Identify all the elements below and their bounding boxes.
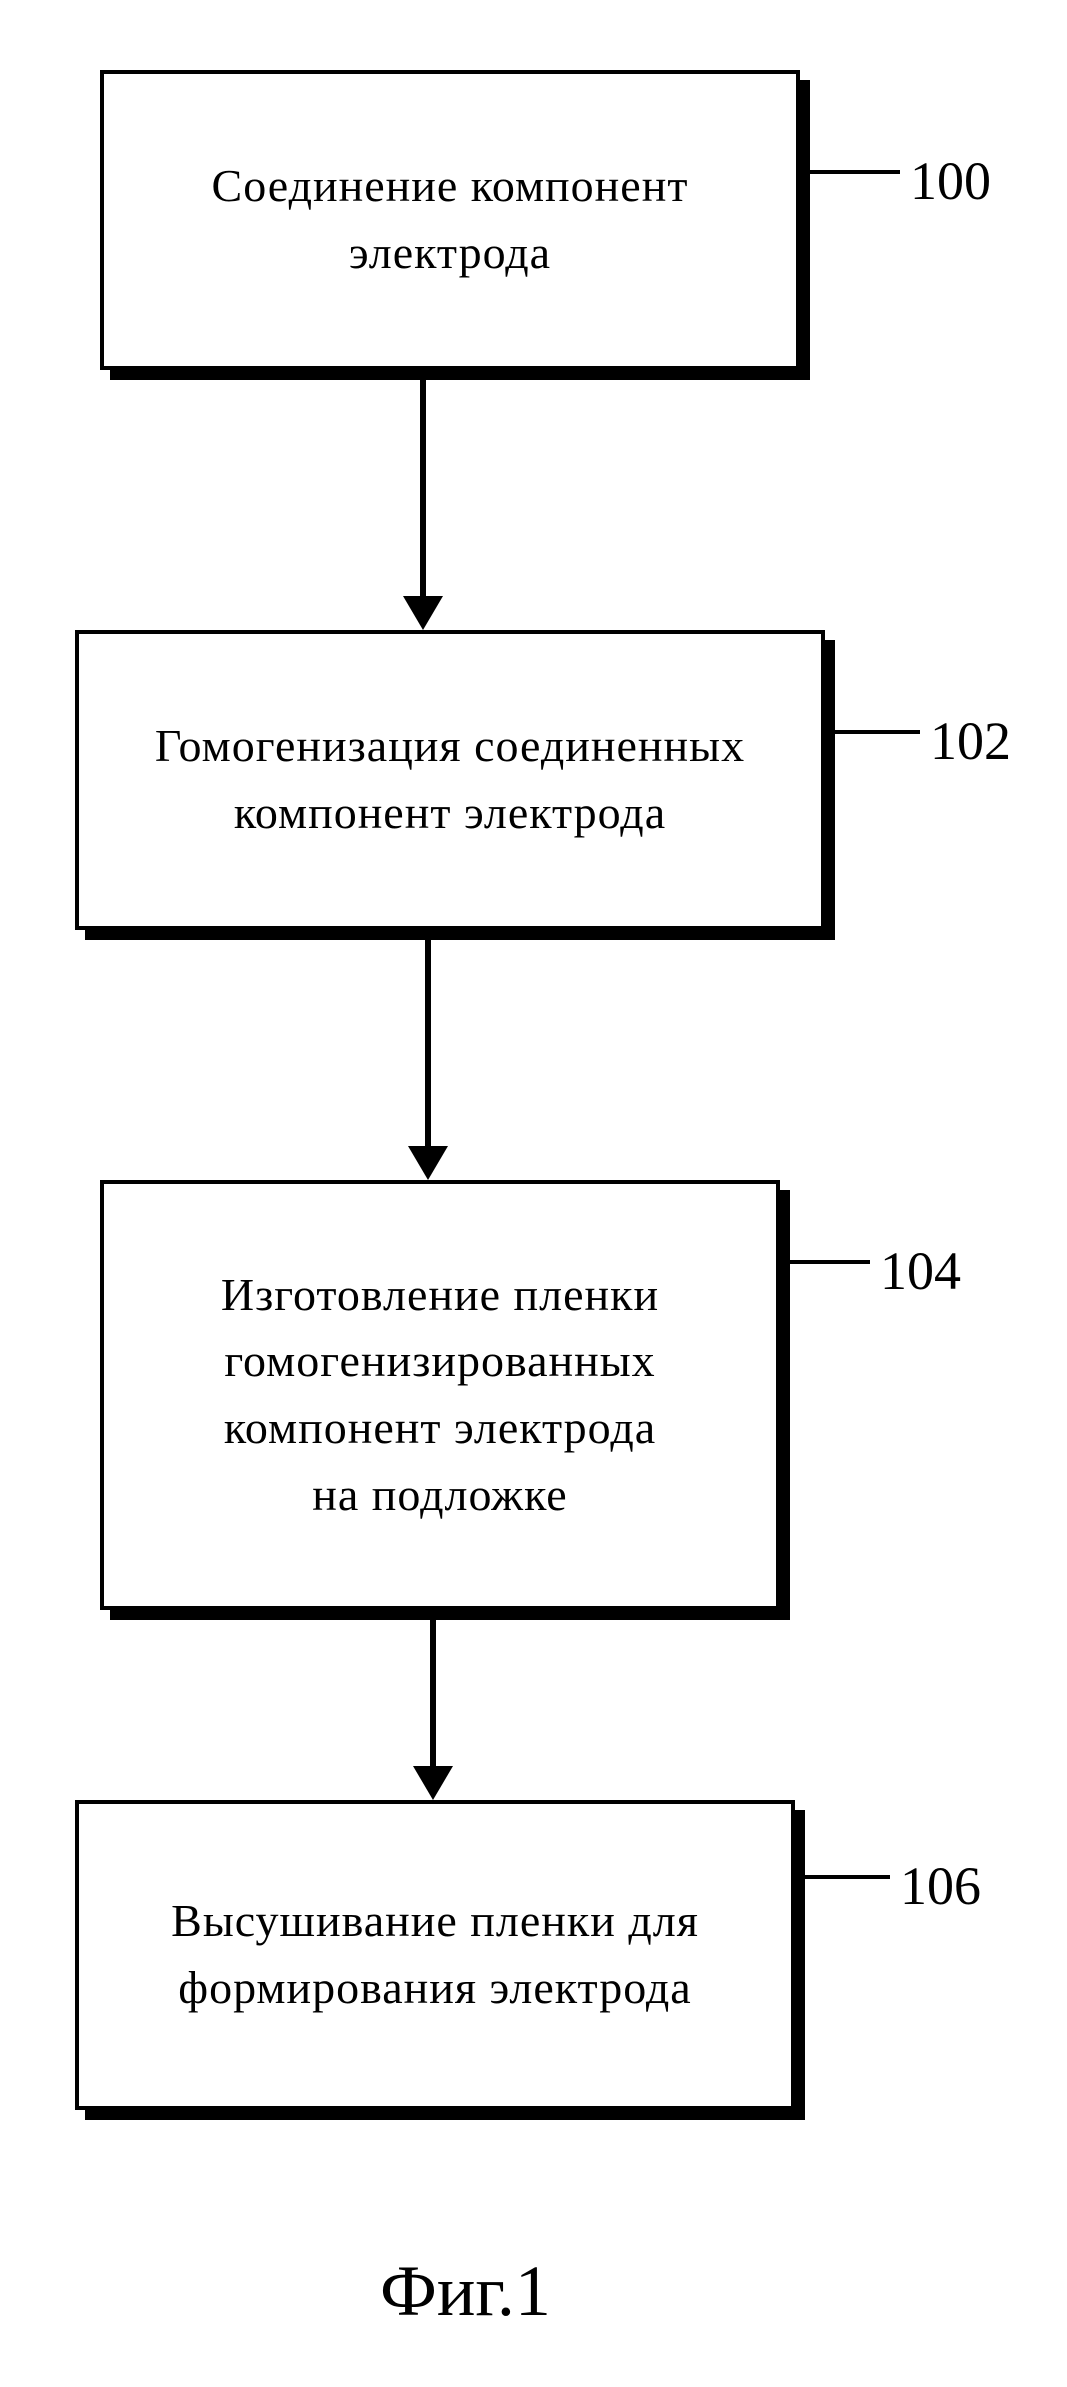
arrow-head-icon bbox=[403, 596, 443, 630]
label-tick bbox=[790, 1260, 870, 1264]
node-text: Высушивание пленки для формирования элек… bbox=[171, 1888, 699, 2021]
label-tick bbox=[805, 1875, 890, 1879]
flowchart-arrow bbox=[420, 380, 426, 596]
node-label-100: 100 bbox=[910, 150, 991, 212]
flowchart-arrow bbox=[425, 940, 431, 1146]
flowchart-node-102: Гомогенизация соединенных компонент элек… bbox=[75, 630, 825, 930]
arrow-head-icon bbox=[408, 1146, 448, 1180]
node-label-104: 104 bbox=[880, 1240, 961, 1302]
node-text: Соединение компонент электрода bbox=[212, 153, 689, 286]
flowchart-canvas: Соединение компонент электрода 100 Гомог… bbox=[0, 0, 1067, 2387]
node-label-102: 102 bbox=[930, 710, 1011, 772]
arrow-head-icon bbox=[413, 1766, 453, 1800]
flowchart-node-100: Соединение компонент электрода bbox=[100, 70, 800, 370]
flowchart-node-104: Изготовление пленки гомогенизированных к… bbox=[100, 1180, 780, 1610]
node-text: Изготовление пленки гомогенизированных к… bbox=[221, 1262, 659, 1529]
flowchart-arrow bbox=[430, 1620, 436, 1766]
label-tick bbox=[835, 730, 920, 734]
label-tick bbox=[810, 170, 900, 174]
node-label-106: 106 bbox=[900, 1855, 981, 1917]
figure-caption: Фиг.1 bbox=[380, 2250, 551, 2333]
node-text: Гомогенизация соединенных компонент элек… bbox=[155, 713, 745, 846]
flowchart-node-106: Высушивание пленки для формирования элек… bbox=[75, 1800, 795, 2110]
